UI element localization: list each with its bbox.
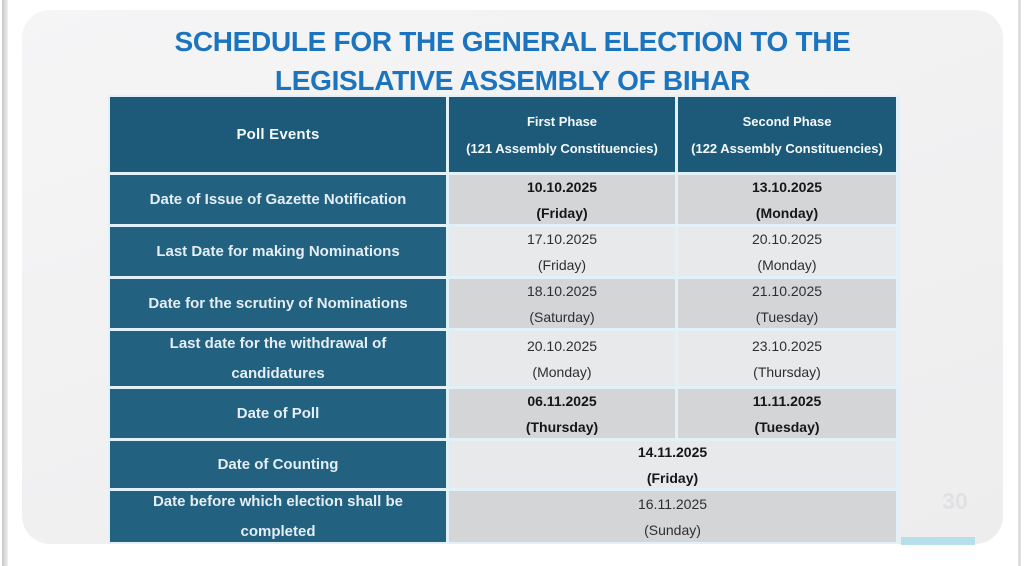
slide-title-line2: LEGISLATIVE ASSEMBLY OF BIHAR — [274, 65, 751, 96]
day-value: (Saturday) — [529, 308, 595, 325]
first-phase-title: First Phase — [526, 113, 598, 129]
day-value: (Monday) — [755, 204, 819, 221]
date-value: 23.10.2025 — [751, 337, 823, 354]
counting-combined-cell: 14.11.2025 (Friday) — [449, 441, 896, 488]
row-label-making-nominations: Last Date for making Nominations — [110, 227, 446, 276]
row-label-election-completed: Date before which election shall be comp… — [110, 491, 446, 542]
day-value: (Thursday) — [753, 363, 821, 380]
day-value: (Tuesday) — [754, 418, 820, 435]
second-phase-title: Second Phase — [742, 113, 832, 129]
date-value: 17.10.2025 — [526, 230, 598, 247]
slide-title: SCHEDULE FOR THE GENERAL ELECTION TO THE… — [22, 22, 1003, 100]
date-value: 13.10.2025 — [751, 178, 823, 195]
day-value: (Monday) — [532, 363, 592, 380]
event-label: Date of Counting — [217, 455, 339, 473]
poll-second-phase-cell: 11.11.2025 (Tuesday) — [678, 389, 896, 438]
screen-edge-left-divider — [2, 0, 8, 566]
scrutiny-second-phase-cell: 21.10.2025 (Tuesday) — [678, 279, 896, 328]
row-label-scrutiny-nominations: Date for the scrutiny of Nominations — [110, 279, 446, 328]
withdrawal-first-phase-cell: 20.10.2025 (Monday) — [449, 331, 675, 386]
date-value: 20.10.2025 — [751, 230, 823, 247]
event-label: Date of Poll — [236, 404, 320, 422]
event-label: Last date for the withdrawal of candidat… — [169, 334, 387, 382]
row-label-gazette-notification: Date of Issue of Gazette Notification — [110, 175, 446, 224]
gazette-first-phase-cell: 10.10.2025 (Friday) — [449, 175, 675, 224]
nominations-second-phase-cell: 20.10.2025 (Monday) — [678, 227, 896, 276]
day-value: (Friday) — [536, 204, 588, 221]
second-phase-subtitle: (122 Assembly Constituencies) — [691, 140, 883, 156]
scrutiny-first-phase-cell: 18.10.2025 (Saturday) — [449, 279, 675, 328]
column-header-poll-events: Poll Events — [110, 97, 446, 172]
row-label-date-of-counting: Date of Counting — [110, 441, 446, 488]
date-value: 06.11.2025 — [527, 392, 597, 409]
nominations-first-phase-cell: 17.10.2025 (Friday) — [449, 227, 675, 276]
event-label: Last Date for making Nominations — [156, 242, 400, 260]
row-label-date-of-poll: Date of Poll — [110, 389, 446, 438]
screen-edge-right-divider — [1018, 0, 1021, 566]
date-value: 21.10.2025 — [751, 282, 823, 299]
withdrawal-second-phase-cell: 23.10.2025 (Thursday) — [678, 331, 896, 386]
date-value: 20.10.2025 — [526, 337, 598, 354]
day-value: (Tuesday) — [755, 308, 819, 325]
poll-events-header-label: Poll Events — [236, 126, 320, 143]
slide-title-line1: SCHEDULE FOR THE GENERAL ELECTION TO THE — [174, 26, 851, 57]
row-label-withdrawal-candidatures: Last date for the withdrawal of candidat… — [110, 331, 446, 386]
slide-card: SCHEDULE FOR THE GENERAL ELECTION TO THE… — [22, 10, 1003, 545]
day-value: (Friday) — [537, 256, 587, 273]
election-schedule-table: Poll Events First Phase (121 Assembly Co… — [108, 95, 900, 544]
first-phase-subtitle: (121 Assembly Constituencies) — [466, 140, 658, 156]
column-header-first-phase: First Phase (121 Assembly Constituencies… — [449, 97, 675, 172]
event-label: Date of Issue of Gazette Notification — [149, 190, 407, 208]
event-label: Date before which election shall be comp… — [152, 492, 404, 540]
day-value: (Friday) — [646, 469, 699, 486]
event-label: Date for the scrutiny of Nominations — [148, 294, 408, 312]
column-header-second-phase: Second Phase (122 Assembly Constituencie… — [678, 97, 896, 172]
date-value: 16.11.2025 — [637, 495, 708, 512]
gazette-second-phase-cell: 13.10.2025 (Monday) — [678, 175, 896, 224]
page-number: 30 — [942, 488, 968, 514]
completed-combined-cell: 16.11.2025 (Sunday) — [449, 491, 896, 542]
day-value: (Thursday) — [525, 418, 599, 435]
date-value: 11.11.2025 — [752, 392, 822, 409]
decorative-cyan-strip — [901, 537, 975, 545]
poll-first-phase-cell: 06.11.2025 (Thursday) — [449, 389, 675, 438]
date-value: 10.10.2025 — [526, 178, 598, 195]
date-value: 14.11.2025 — [637, 443, 708, 460]
date-value: 18.10.2025 — [526, 282, 598, 299]
day-value: (Monday) — [757, 256, 817, 273]
day-value: (Sunday) — [644, 521, 701, 538]
